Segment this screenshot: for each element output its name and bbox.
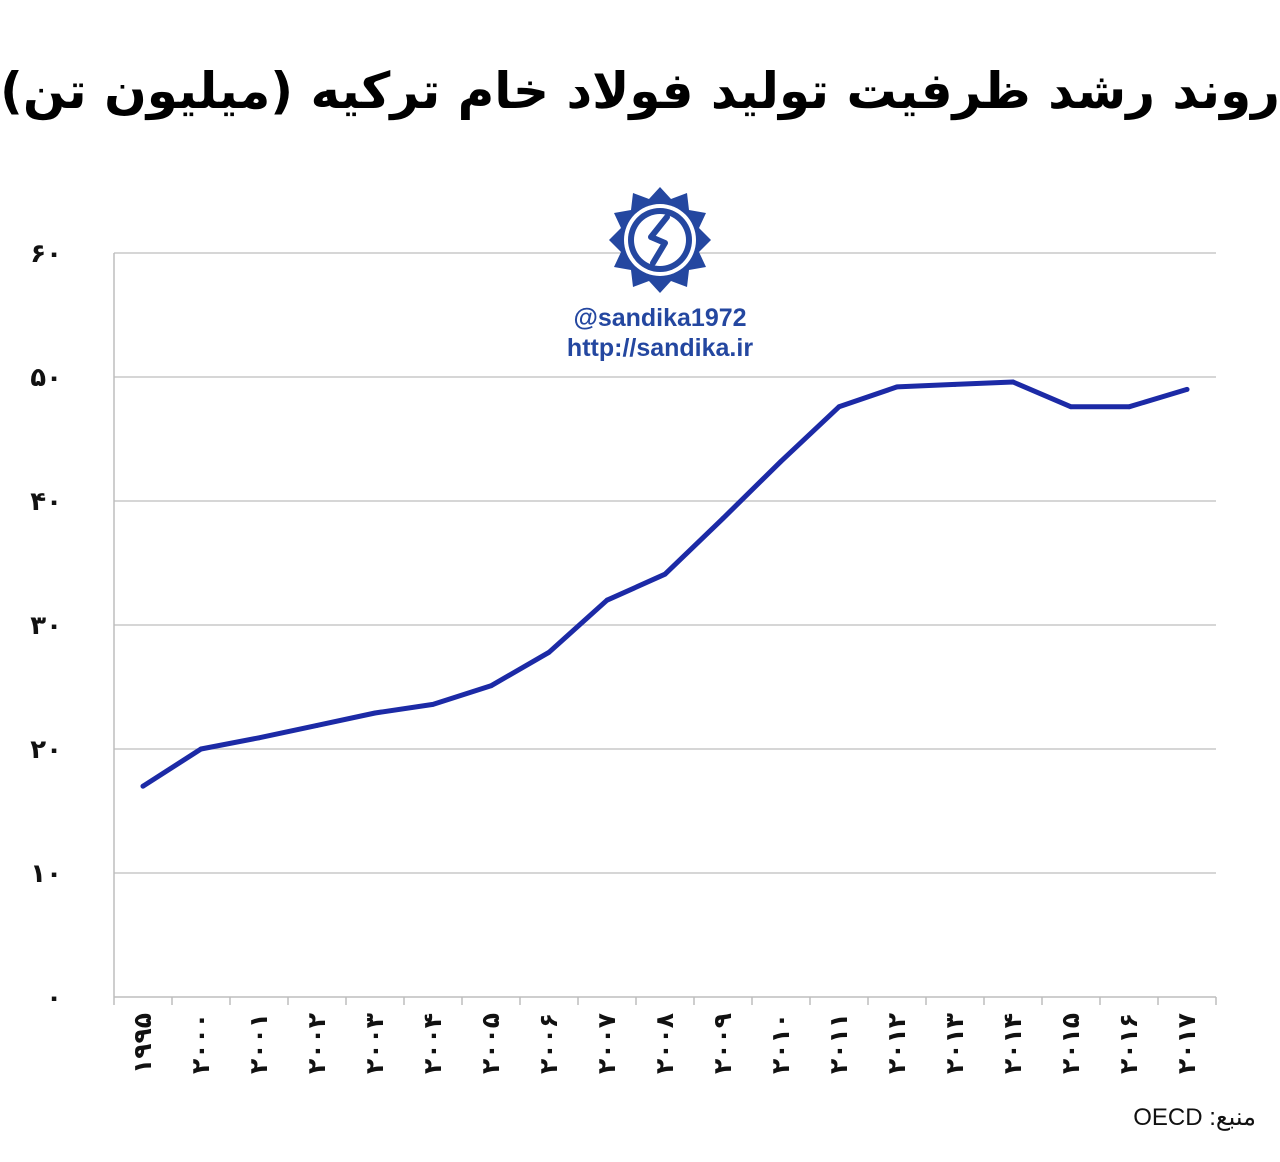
data-point-14: [952, 382, 958, 387]
watermark: @sandika1972 http://sandika.ir: [540, 185, 780, 363]
sandika-logo-icon: [609, 187, 711, 293]
data-point-9: [662, 571, 668, 577]
x-tick-label-18: ۲۰۱۷: [1172, 1013, 1201, 1074]
axes: [113, 253, 1217, 1005]
data-point-0: [140, 783, 146, 789]
source-note: منبع: OECD: [1133, 1104, 1256, 1131]
y-tick-label-60: ۶۰: [30, 239, 62, 269]
x-tick-label-10: ۲۰۰۹: [708, 1013, 737, 1074]
watermark-url: http://sandika.ir: [566, 334, 754, 362]
series-lines: [140, 379, 1190, 789]
x-tick-label-4: ۲۰۰۳: [360, 1013, 389, 1074]
x-tick-label-1: ۲۰۰۰: [186, 1013, 215, 1074]
y-tick-label-30: ۳۰: [30, 611, 62, 641]
y-tick-label-0: ۰: [46, 983, 62, 1013]
data-point-10: [720, 515, 726, 521]
x-tick-label-9: ۲۰۰۸: [650, 1013, 679, 1074]
x-tick-label-15: ۲۰۱۴: [998, 1013, 1027, 1074]
x-tick-label-13: ۲۰۱۲: [882, 1013, 911, 1074]
data-point-16: [1068, 404, 1074, 410]
data-point-11: [778, 458, 784, 464]
x-tick-label-6: ۲۰۰۵: [476, 1013, 505, 1074]
data-point-2: [256, 735, 262, 741]
data-point-7: [546, 649, 552, 655]
x-tick-label-7: ۲۰۰۶: [534, 1013, 563, 1074]
data-point-4: [372, 710, 378, 716]
data-point-17: [1126, 404, 1132, 410]
x-tick-label-3: ۲۰۰۲: [302, 1013, 331, 1074]
x-tick-label-14: ۲۰۱۳: [940, 1013, 969, 1074]
data-point-15: [1010, 379, 1016, 385]
data-point-3: [314, 723, 320, 728]
data-point-18: [1184, 387, 1190, 392]
x-tick-label-2: ۲۰۰۱: [244, 1013, 273, 1074]
y-tick-label-20: ۲۰: [30, 735, 62, 765]
x-tick-label-16: ۲۰۱۵: [1056, 1013, 1085, 1074]
watermark-handle: @sandika1972: [573, 304, 747, 332]
data-point-1: [198, 746, 204, 752]
data-point-12: [836, 404, 842, 410]
data-point-6: [488, 683, 494, 689]
x-tick-label-11: ۲۰۱۰: [766, 1013, 795, 1074]
x-tick-label-17: ۲۰۱۶: [1114, 1013, 1143, 1074]
x-tick-label-8: ۲۰۰۷: [592, 1013, 621, 1074]
x-tick-label-5: ۲۰۰۴: [418, 1013, 447, 1074]
data-point-5: [430, 701, 436, 707]
series-line-0: [140, 379, 1190, 789]
y-tick-labels: ۰ ۱۰ ۲۰ ۳۰ ۴۰ ۵۰ ۶۰: [30, 239, 62, 1013]
x-tick-labels: ۱۹۹۵ ۲۰۰۰ ۲۰۰۱ ۲۰۰۲ ۲۰۰۳ ۲۰۰۴ ۲۰۰۵ ۲۰۰۶ ۲۰۰۷ ۲۰۰۸…: [128, 1013, 1201, 1074]
y-tick-label-40: ۴۰: [30, 487, 62, 517]
x-tick-label-0: ۱۹۹۵: [128, 1013, 157, 1074]
y-tick-label-50: ۵۰: [30, 363, 62, 393]
x-tick-label-12: ۲۰۱۱: [824, 1013, 853, 1074]
data-point-13: [894, 384, 900, 390]
data-point-8: [604, 597, 610, 603]
y-tick-label-10: ۱۰: [30, 859, 62, 889]
chart-title: روند رشد ظرفیت تولید فولاد خام ترکیه (می…: [0, 62, 1280, 120]
